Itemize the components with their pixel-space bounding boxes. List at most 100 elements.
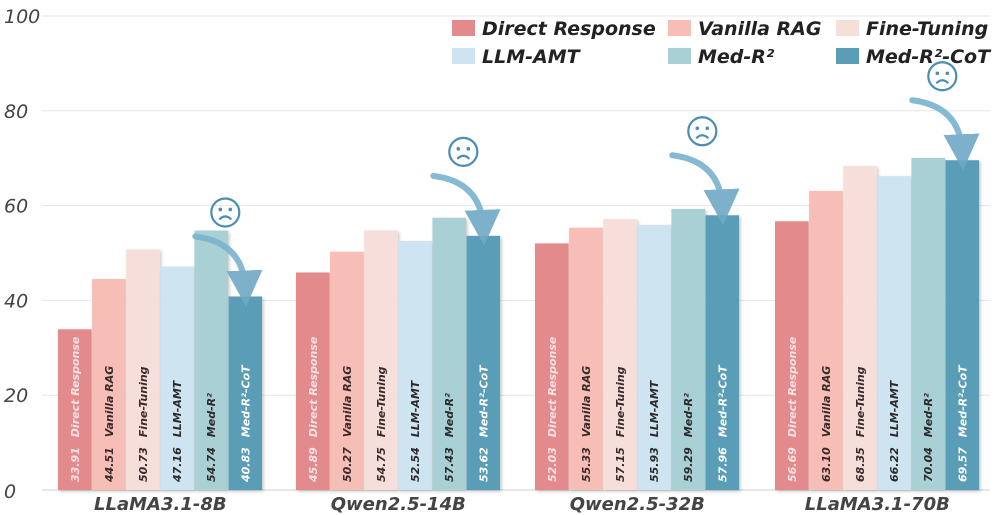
bar-series-name: Fine-Tuning <box>375 366 388 437</box>
bar-series-name: Fine-Tuning <box>137 366 150 437</box>
bar-value: 53.62 <box>477 447 490 482</box>
bar-series-name: Med-R² <box>443 393 456 437</box>
bar-value-label: 52.54 LLM-AMT <box>409 379 422 482</box>
bar <box>160 266 194 490</box>
bar <box>671 208 705 490</box>
bar-value-label: 56.69 Direct Response <box>786 336 799 482</box>
bar-value: 63.10 <box>820 447 833 482</box>
legend-label: Med-R² <box>698 46 775 68</box>
sad-face-icon <box>927 61 958 92</box>
x-tick-label: Qwen2.5-14B <box>331 494 466 515</box>
legend-label: LLM-AMT <box>482 46 582 68</box>
bar-value-label: 50.27 Vanilla RAG <box>341 366 354 482</box>
bar-value: 57.43 <box>443 447 456 482</box>
x-tick-label: Qwen2.5-32B <box>570 494 705 515</box>
bar <box>296 272 330 490</box>
y-tick-label: 0 <box>4 481 16 503</box>
legend-swatch <box>836 48 859 64</box>
bar <box>126 249 160 490</box>
bar-series-name: Vanilla RAG <box>341 366 354 438</box>
legend-label: Fine-Tuning <box>866 18 988 40</box>
bar-series-name: Direct Response <box>786 336 799 437</box>
x-tick-label: LLaMA3.1-70B <box>805 494 950 515</box>
bar <box>637 224 671 491</box>
bar <box>877 176 911 491</box>
bar-series-name: Vanilla RAG <box>820 366 833 438</box>
bar-value-label: 45.89 Direct Response <box>307 336 320 483</box>
bar <box>775 221 809 490</box>
bar-value-label: 54.74 Med-R² <box>205 393 218 482</box>
bar-value-label: 53.62 Med-R²-CoT <box>477 364 490 482</box>
bar-value-label: 59.29 Med-R² <box>682 393 695 482</box>
bar <box>569 227 603 491</box>
bar-value: 50.27 <box>341 447 354 482</box>
bar-value: 66.22 <box>888 447 901 482</box>
bar-value-label: 54.75 Fine-Tuning <box>375 366 388 482</box>
sad-face-icon <box>448 136 479 167</box>
bar-value-label: 55.93 LLM-AMT <box>648 379 661 482</box>
y-tick-label: 100 <box>4 6 40 28</box>
legend-label: Direct Response <box>482 18 656 40</box>
bar-value-label: 57.96 Med-R²-CoT <box>716 364 729 482</box>
down-arrow-icon <box>909 97 980 171</box>
bar-series-name: LLM-AMT <box>888 379 901 437</box>
bar <box>228 296 263 490</box>
bar-series-name: Med-R²-CoT <box>239 364 252 437</box>
bar-value: 52.54 <box>409 447 422 482</box>
bar-value: 56.69 <box>786 447 799 482</box>
bar-value-label: 57.15 Fine-Tuning <box>614 366 627 482</box>
y-tick-label: 40 <box>4 290 28 312</box>
bar-value: 59.29 <box>682 447 695 482</box>
bar-value: 47.16 <box>171 447 184 483</box>
legend-swatch <box>836 20 859 36</box>
bar <box>466 235 501 490</box>
bar <box>364 230 398 491</box>
bar-value-label: 33.91 Direct Response <box>69 336 82 482</box>
bar-series-name: Med-R² <box>682 393 695 437</box>
bar <box>330 251 364 490</box>
legend-swatch <box>668 20 691 36</box>
bar-series-name: LLM-AMT <box>171 379 184 437</box>
bar-value-label: 55.33 Vanilla RAG <box>580 366 593 482</box>
bar-value: 50.73 <box>137 447 150 482</box>
bar-value: 44.51 <box>103 447 116 483</box>
down-arrow-icon <box>669 152 740 226</box>
bar-series-name: LLM-AMT <box>648 379 661 437</box>
down-arrow-icon <box>430 172 501 246</box>
legend-label: Vanilla RAG <box>698 18 821 40</box>
bar-value: 54.75 <box>375 447 388 482</box>
bar <box>58 329 92 490</box>
bar-series-name: Med-R² <box>922 393 935 437</box>
bar <box>705 215 740 491</box>
bar-series-name: Med-R² <box>205 393 218 437</box>
bar <box>603 219 637 490</box>
bar-value: 55.93 <box>648 447 661 482</box>
bar <box>809 190 843 490</box>
bar-value: 54.74 <box>205 447 218 482</box>
y-tick-label: 60 <box>4 196 28 218</box>
bar-value: 40.83 <box>239 447 252 483</box>
bar <box>398 240 432 490</box>
bar <box>194 230 228 490</box>
bar-value-label: 40.83 Med-R²-CoT <box>239 364 252 483</box>
down-arrow-icon <box>192 233 263 307</box>
bar-series-name: Vanilla RAG <box>103 366 116 438</box>
bar-value-label: 70.04 Med-R² <box>922 393 935 482</box>
bar-series-name: LLM-AMT <box>409 379 422 437</box>
bar-value: 45.89 <box>307 447 320 483</box>
bar-value: 69.57 <box>956 447 969 482</box>
bar <box>535 243 569 490</box>
bar-value-label: 63.10 Vanilla RAG <box>820 366 833 482</box>
x-tick-label: LLaMA3.1-8B <box>94 494 227 515</box>
bar-value-label: 52.03 Direct Response <box>546 336 559 482</box>
bar-value-label: 68.35 Fine-Tuning <box>854 366 867 482</box>
bar-value: 68.35 <box>854 447 867 482</box>
bar-series-name: Fine-Tuning <box>854 366 867 437</box>
bar-value: 33.91 <box>69 447 82 482</box>
legend-swatch <box>452 20 475 36</box>
bar-series-name: Med-R²-CoT <box>956 364 969 437</box>
bar-value-label: 69.57 Med-R²-CoT <box>956 364 969 482</box>
bar-value-label: 44.51 Vanilla RAG <box>103 366 116 483</box>
legend-label: Med-R²-CoT <box>866 46 992 68</box>
y-tick-label: 80 <box>4 101 28 123</box>
